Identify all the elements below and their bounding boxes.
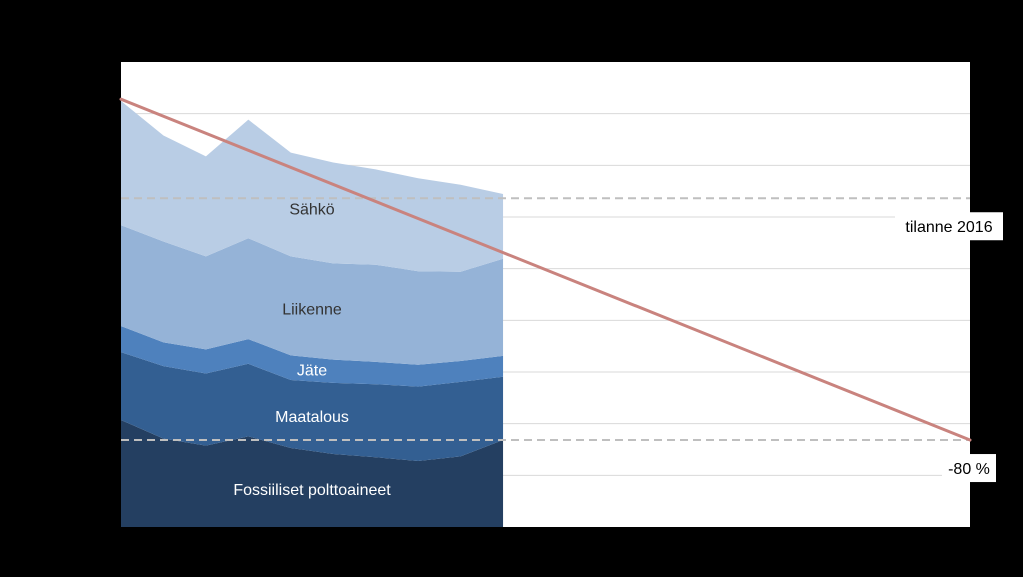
annotation-box bbox=[895, 212, 1003, 241]
trend-line-group bbox=[119, 97, 972, 442]
reference-annotations: tilanne 2016 -80 % bbox=[895, 212, 1003, 483]
area-s-hk- bbox=[121, 101, 504, 272]
series-label: Maatalous bbox=[275, 409, 349, 426]
area-j-te bbox=[121, 326, 504, 387]
area-liikenne bbox=[121, 225, 504, 365]
reference-lines bbox=[121, 197, 970, 442]
series-label: Sähkö bbox=[289, 202, 334, 219]
series-label: Jäte bbox=[297, 362, 327, 379]
series-label: Fossiiliset polttoaineet bbox=[233, 482, 391, 499]
series-label: Liikenne bbox=[282, 302, 342, 319]
trend-line bbox=[119, 97, 972, 442]
area-fossiiliset-polttoaineet bbox=[121, 420, 504, 527]
annotation-label: -80 % bbox=[948, 461, 990, 478]
annotation-label: tilanne 2016 bbox=[905, 219, 992, 236]
annotation-box bbox=[942, 454, 996, 483]
area-maatalous bbox=[121, 352, 504, 461]
stacked-areas bbox=[121, 101, 504, 527]
area-labels: Fossiiliset polttoaineet Maatalous Jäte Lii… bbox=[233, 202, 391, 499]
